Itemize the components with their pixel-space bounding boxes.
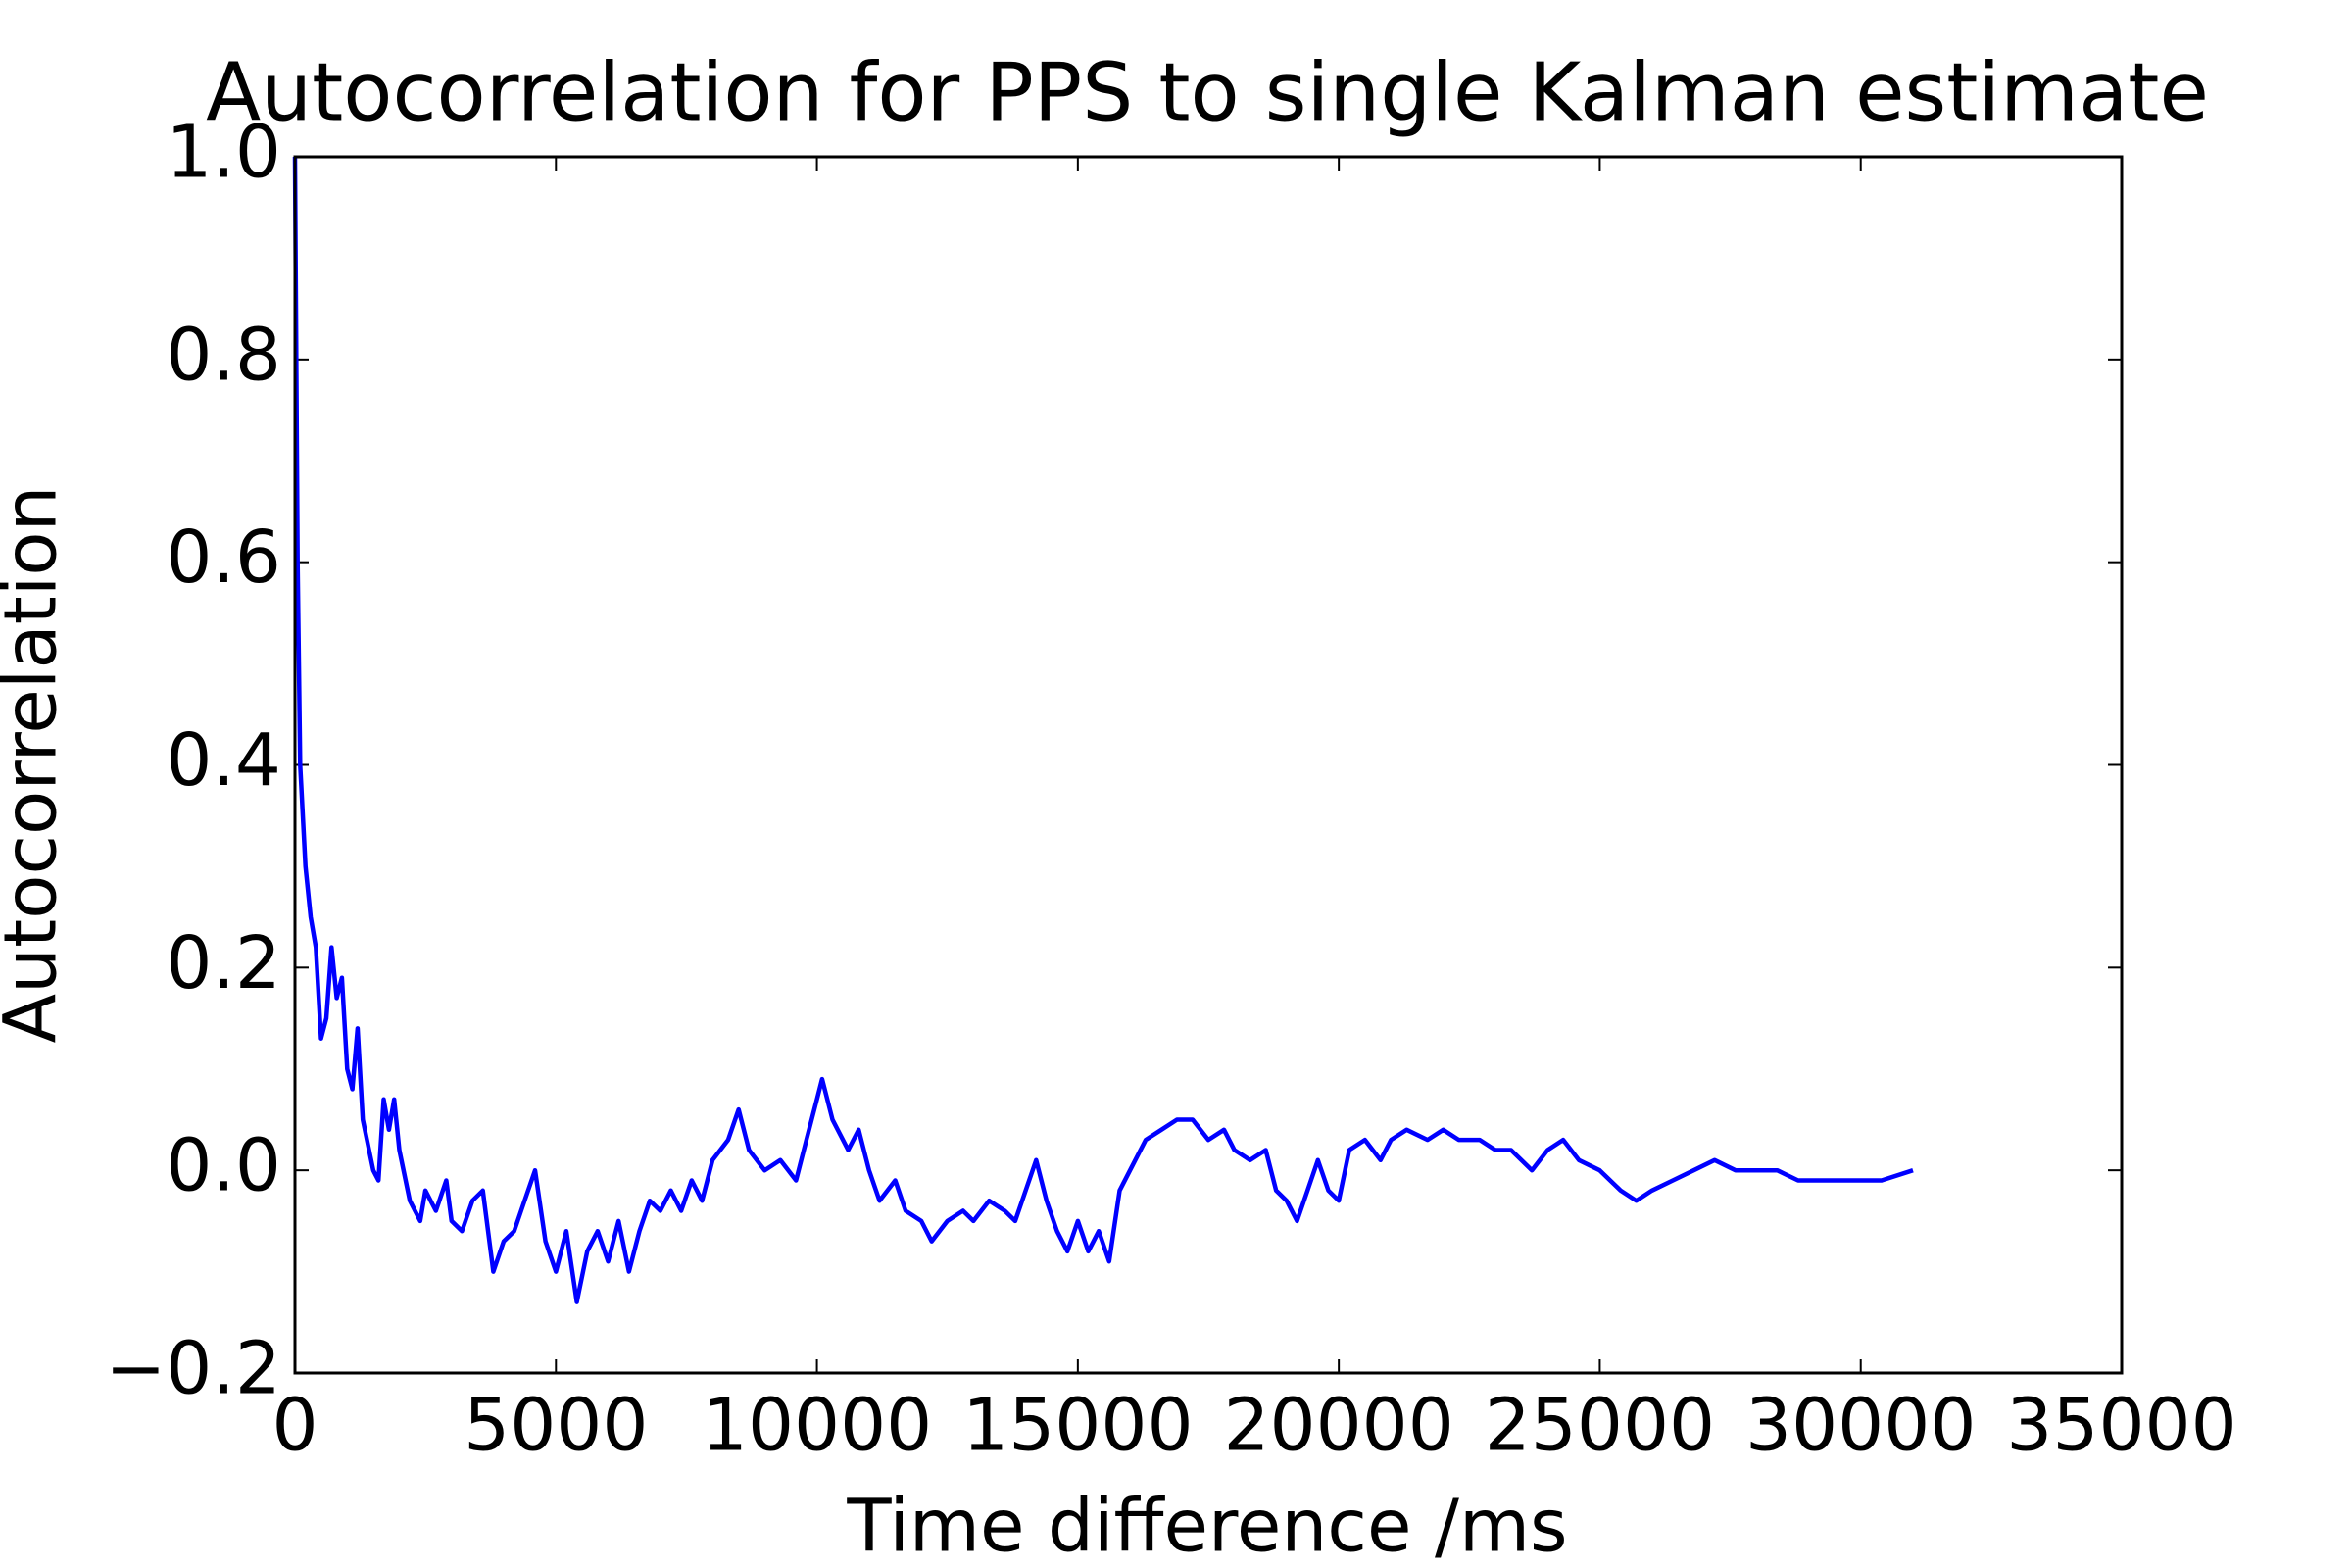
y-tick-label: 0.0 <box>166 1124 281 1208</box>
x-tick-label: 15000 <box>962 1384 1193 1468</box>
y-tick-label: 0.6 <box>166 515 281 600</box>
data-line <box>292 156 1914 1304</box>
y-tick-label: 0.8 <box>166 313 281 397</box>
y-tick-label: 1.0 <box>166 111 281 195</box>
chart-title: Autocorrelation for PPS to single Kalman… <box>206 46 2209 139</box>
x-tick-label: 5000 <box>464 1384 648 1468</box>
x-tick-label: 20000 <box>1223 1384 1453 1468</box>
y-tick-label: 0.2 <box>166 921 281 1005</box>
y-tick-label: 0.4 <box>166 718 281 803</box>
x-tick-label: 35000 <box>2006 1384 2236 1468</box>
plot-frame <box>293 155 2124 1375</box>
x-tick-label: 25000 <box>1485 1384 1715 1468</box>
x-tick-label: 10000 <box>702 1384 932 1468</box>
x-tick-label: 0 <box>271 1384 318 1468</box>
x-axis-label: Time difference /ms <box>846 1485 1567 1568</box>
x-tick-label: 30000 <box>1745 1384 1976 1468</box>
y-tick-label: −0.2 <box>105 1327 281 1411</box>
y-axis-label: Autocorrelation <box>0 486 74 1044</box>
